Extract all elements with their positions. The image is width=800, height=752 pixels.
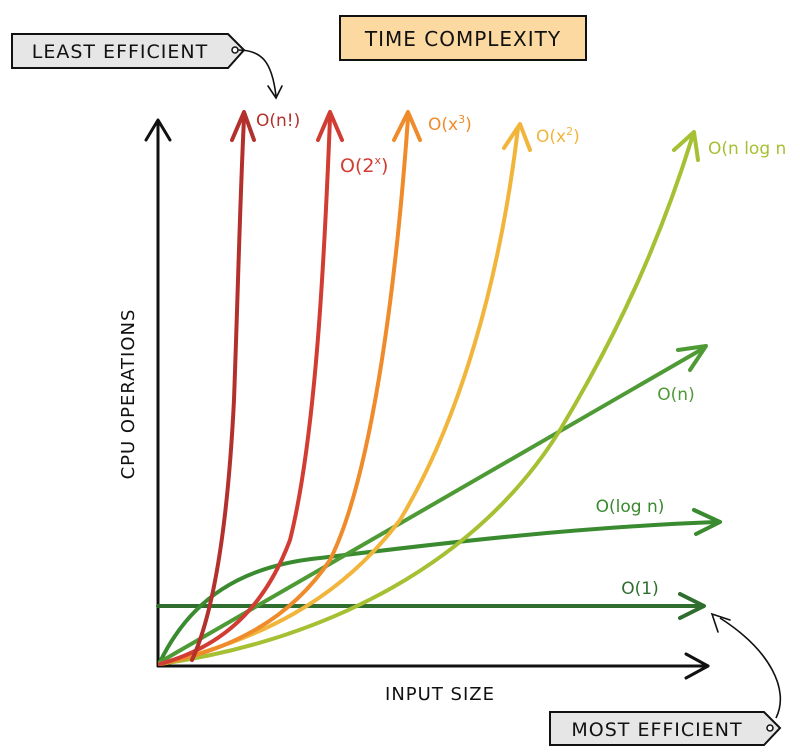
axes: INPUT SIZE CPU OPERATIONS	[118, 118, 710, 705]
curve-exponential-label-sup: x	[374, 154, 381, 167]
curve-constant: O(1)	[156, 579, 706, 620]
curve-quadratic-label: O(x2)	[536, 125, 580, 147]
curve-quadratic-label-end: )	[573, 127, 580, 147]
y-axis-arrowhead	[144, 118, 172, 142]
curve-quadratic-line	[158, 126, 520, 666]
curve-log-arrowhead	[692, 508, 722, 536]
curve-nlogn-line	[158, 136, 694, 666]
curve-factorial: O(n!)	[190, 110, 300, 662]
curve-exponential-label-base: O(2	[340, 155, 374, 177]
curve-exponential-line	[158, 116, 332, 666]
diagram-title: TIME COMPLEXITY	[364, 27, 561, 51]
curve-log-label: O(log n)	[596, 497, 665, 517]
curve-quadratic-label-sup: 2	[566, 125, 573, 138]
curve-exponential-label: O(2x)	[340, 154, 388, 177]
curve-factorial-arrowhead	[230, 110, 256, 142]
curve-cubic-line	[158, 116, 410, 666]
curve-exponential-label-end: )	[381, 155, 388, 177]
curve-linear-label: O(n)	[657, 385, 694, 405]
x-axis-arrowhead	[684, 652, 710, 680]
curve-exponential-arrowhead	[316, 110, 344, 142]
curve-cubic: O(x3)	[158, 110, 472, 666]
curves: O(1) O(log n) O(n) O(n log n O(x2)	[156, 110, 786, 666]
curve-cubic-label-base: O(x	[428, 115, 458, 135]
curve-cubic-label-sup: 3	[458, 113, 465, 126]
most-efficient-pointer	[719, 617, 781, 719]
curve-linear-arrowhead	[676, 344, 708, 372]
curve-constant-label: O(1)	[621, 579, 658, 599]
least-efficient-tag	[11, 33, 246, 69]
title-box-bg	[339, 15, 587, 61]
curve-quadratic-label-base: O(x	[536, 127, 566, 147]
curve-factorial-label: O(n!)	[256, 111, 300, 131]
curve-exponential: O(2x)	[158, 110, 388, 666]
curve-cubic-label-end: )	[465, 115, 472, 135]
most-efficient-label: MOST EFFICIENT	[571, 719, 742, 741]
curve-constant-arrowhead	[678, 592, 706, 620]
least-efficient-label: LEAST EFFICIENT	[32, 41, 208, 63]
curve-quadratic-arrowhead	[502, 122, 532, 152]
most-efficient-tag	[549, 711, 782, 746]
title-box: TIME COMPLEXITY	[339, 15, 587, 61]
curve-nlogn: O(n log n	[158, 130, 786, 666]
most-efficient-tag-hole	[766, 724, 774, 732]
curve-factorial-line	[190, 116, 246, 662]
curve-quadratic: O(x2)	[158, 122, 580, 666]
y-axis-label: CPU OPERATIONS	[118, 309, 139, 480]
least-efficient-pointer	[237, 49, 277, 97]
curve-nlogn-label: O(n log n	[708, 139, 786, 159]
curve-cubic-arrowhead	[392, 110, 422, 142]
least-efficient-callout: LEAST EFFICIENT	[11, 33, 283, 100]
curve-cubic-label: O(x3)	[428, 113, 472, 135]
least-efficient-pointer-head	[267, 85, 283, 100]
curve-nlogn-arrowhead	[672, 130, 700, 162]
most-efficient-pointer-head	[710, 612, 731, 633]
most-efficient-callout: MOST EFFICIENT	[549, 612, 782, 746]
x-axis-label: INPUT SIZE	[385, 684, 495, 705]
least-efficient-tag-hole	[231, 46, 239, 54]
